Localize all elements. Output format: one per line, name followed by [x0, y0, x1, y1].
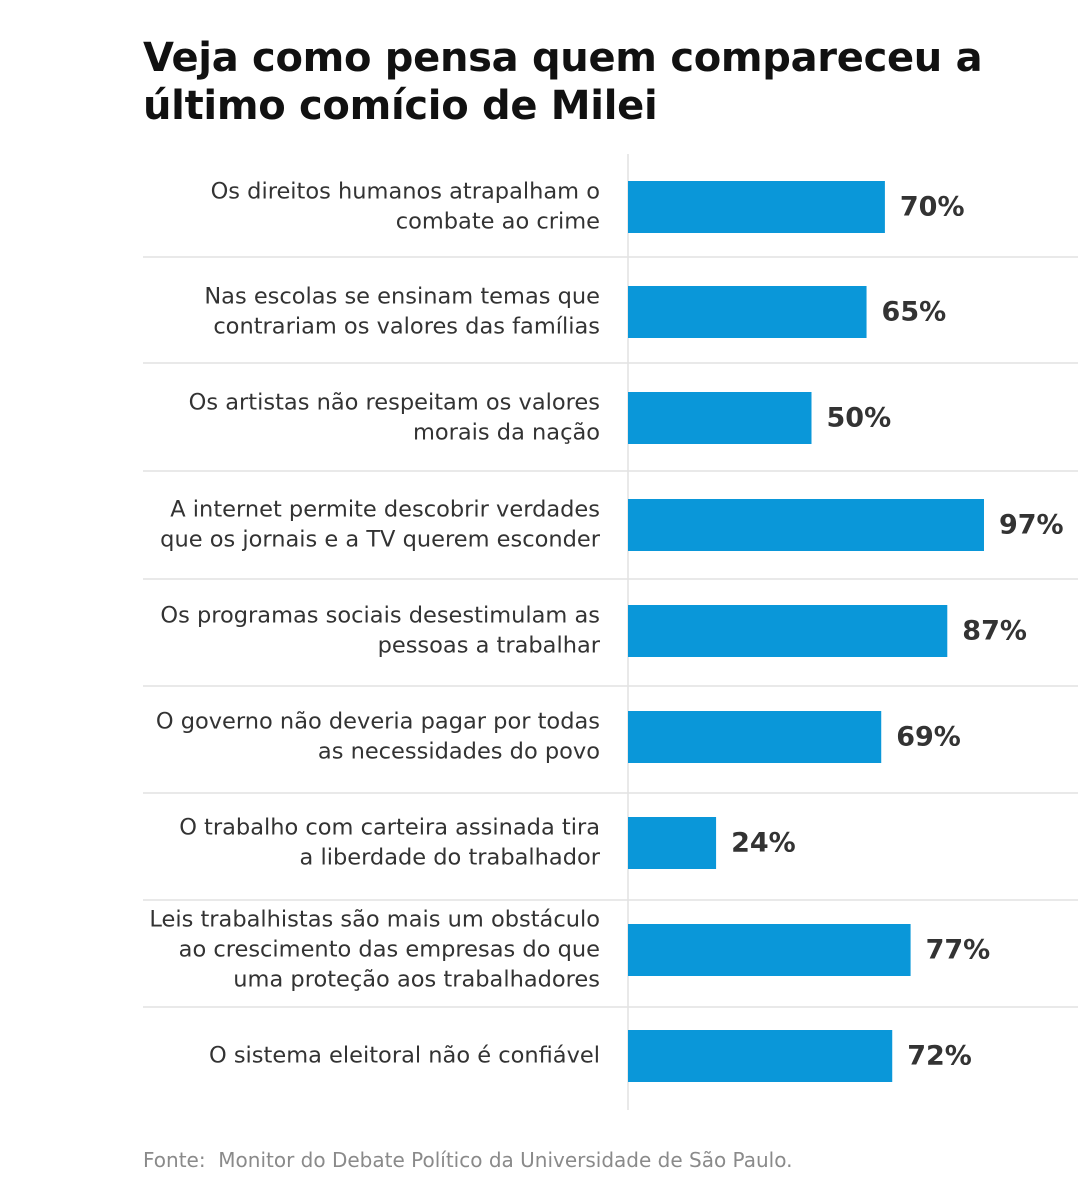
bar: [628, 924, 911, 976]
category-label-line: Os programas sociais desestimulam as: [160, 603, 600, 629]
chart-title: Veja como pensa quem compareceu a último…: [143, 35, 983, 129]
category-label-line: Os artistas não respeitam os valores: [189, 390, 600, 416]
category-label: O trabalho com carteira assinada tira a l…: [179, 815, 601, 871]
category-label-line: pessoas a trabalhar: [378, 633, 601, 659]
category-label-line: O governo não deveria pagar por todas: [156, 709, 600, 735]
category-label-line: Nas escolas se ensinam temas que: [204, 284, 600, 310]
value-label: 69%: [896, 722, 961, 753]
bar: [628, 605, 948, 657]
category-label-line: O sistema eleitoral não é confiável: [209, 1043, 600, 1069]
category-label-line: A internet permite descobrir verdades: [170, 497, 600, 523]
value-label: 77%: [926, 935, 991, 966]
bars: [628, 181, 984, 1082]
bar: [628, 817, 717, 869]
category-label: Leis trabalhistas são mais um obstáculo a…: [149, 907, 600, 993]
category-label-line: Leis trabalhistas são mais um obstáculo: [149, 907, 600, 933]
category-label: Os artistas não respeitam os valores mora…: [189, 390, 600, 446]
category-label-line: as necessidades do povo: [318, 739, 600, 765]
category-label-line: que os jornais e a TV querem esconder: [160, 527, 601, 553]
value-label: 97%: [999, 510, 1064, 541]
category-label-line: combate ao crime: [396, 209, 600, 235]
category-label-line: a liberdade do trabalhador: [300, 845, 601, 871]
bar: [628, 181, 885, 233]
value-label: 50%: [827, 403, 892, 434]
category-label-line: ao crescimento das empresas do que: [179, 937, 600, 963]
value-labels: 70% 65% 50% 97% 87% 69% 24% 77% 72%: [731, 192, 1064, 1072]
row-separators: [143, 256, 1078, 1008]
category-label: Os direitos humanos atrapalham o combate …: [211, 179, 600, 235]
category-label-line: uma proteção aos trabalhadores: [233, 967, 600, 993]
category-labels: Os direitos humanos atrapalham o combate …: [149, 179, 600, 1069]
category-label-line: morais da nação: [413, 420, 600, 446]
category-label: A internet permite descobrir verdades que…: [160, 497, 601, 553]
category-label-line: Os direitos humanos atrapalham o: [211, 179, 600, 205]
category-label: Os programas sociais desestimulam as pess…: [160, 603, 600, 659]
bar: [628, 499, 984, 551]
bar: [628, 1030, 893, 1082]
value-label: 24%: [731, 828, 796, 859]
bar: [628, 392, 812, 444]
category-label: Nas escolas se ensinam temas que contrari…: [204, 284, 600, 340]
bar-chart: Os direitos humanos atrapalham o combate …: [143, 154, 1078, 1110]
bar: [628, 286, 867, 338]
category-label-line: contrariam os valores das famílias: [213, 314, 600, 340]
category-label: O sistema eleitoral não é confiável: [209, 1043, 600, 1069]
value-label: 70%: [900, 192, 965, 223]
value-label: 87%: [962, 616, 1027, 647]
value-label: 65%: [882, 297, 947, 328]
value-label: 72%: [907, 1041, 972, 1072]
category-label-line: O trabalho com carteira assinada tira: [179, 815, 600, 841]
source-note: Fonte: Monitor do Debate Político da Uni…: [143, 1148, 793, 1172]
category-label: O governo não deveria pagar por todas as …: [156, 709, 600, 765]
bar: [628, 711, 882, 763]
